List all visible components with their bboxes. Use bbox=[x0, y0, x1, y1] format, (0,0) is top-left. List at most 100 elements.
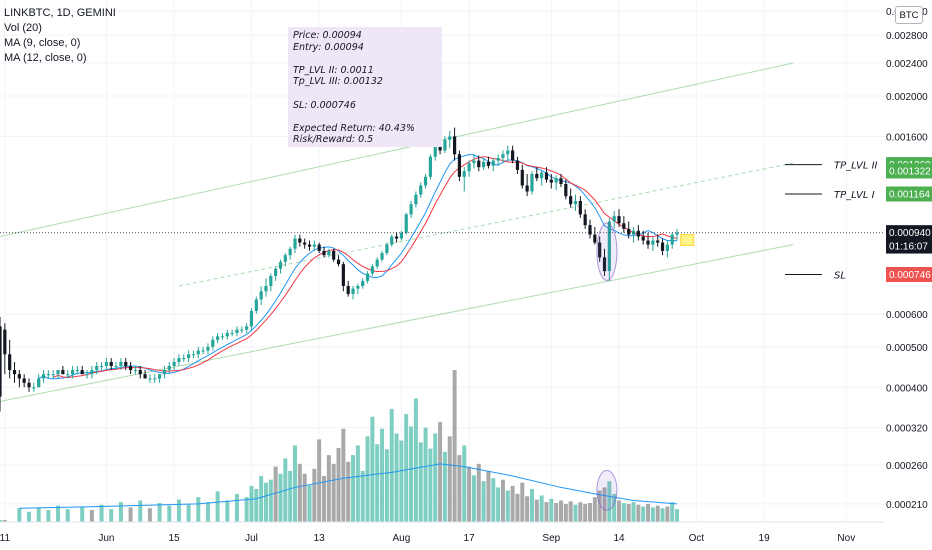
volume-bar bbox=[607, 481, 612, 522]
candle-body bbox=[423, 176, 428, 186]
candle-body bbox=[235, 329, 239, 333]
candle-body bbox=[525, 185, 529, 192]
x-tick-label: 13 bbox=[314, 533, 326, 544]
price-tag-bg bbox=[886, 238, 932, 254]
candle-body bbox=[269, 275, 273, 287]
candle-body bbox=[588, 225, 592, 235]
x-tick-label: Aug bbox=[392, 533, 410, 544]
candle-body bbox=[433, 145, 437, 157]
price-tag-bg bbox=[886, 225, 932, 241]
price-tag-label: 01:16:07 bbox=[889, 242, 928, 253]
volume-bar bbox=[254, 489, 259, 522]
legend-ma9[interactable]: MA (9, close, 0) bbox=[4, 37, 81, 49]
candle-body bbox=[259, 291, 263, 300]
y-tick-label: 0.000400 bbox=[886, 383, 928, 394]
volume-bar bbox=[27, 511, 32, 522]
candle-body bbox=[109, 361, 113, 366]
candle-body bbox=[317, 244, 321, 251]
candle-body bbox=[61, 370, 65, 375]
candle-body bbox=[486, 161, 491, 166]
volume-bar bbox=[196, 497, 201, 522]
volume-bar bbox=[312, 468, 317, 522]
candle-body bbox=[249, 310, 254, 327]
volume-bar bbox=[317, 439, 322, 522]
price-tag-label: 0.000746 bbox=[889, 270, 931, 281]
volume-bar bbox=[0, 520, 2, 522]
candle-body bbox=[245, 326, 249, 330]
candle-body bbox=[457, 154, 462, 177]
candle-body bbox=[196, 350, 200, 355]
volume-bar bbox=[423, 427, 428, 522]
legend-vol[interactable]: Vol (20) bbox=[4, 22, 42, 34]
candle-body bbox=[172, 361, 176, 366]
candle-body bbox=[472, 160, 476, 164]
volume-bar bbox=[500, 479, 505, 522]
x-tick-label: 11 bbox=[0, 533, 10, 544]
candle-body bbox=[201, 350, 205, 352]
note-expected: Expected Return: 40.43% bbox=[293, 122, 415, 134]
volume-bar bbox=[612, 493, 617, 522]
candle-body bbox=[559, 178, 563, 185]
volume-bar bbox=[205, 502, 210, 522]
trade-note[interactable]: Price: 0.00094 Entry: 0.00094 TP_LVL II:… bbox=[288, 27, 442, 147]
volume-bar bbox=[544, 502, 549, 522]
volume-bar bbox=[399, 440, 404, 522]
volume-bar bbox=[481, 481, 486, 522]
volume-bar bbox=[525, 496, 530, 522]
volume-bar bbox=[80, 506, 85, 522]
candle-body bbox=[549, 179, 553, 183]
volume-bar bbox=[588, 503, 592, 522]
volume-bar bbox=[409, 426, 414, 522]
volume-bar bbox=[389, 408, 394, 522]
price-tag-bg bbox=[886, 163, 932, 179]
candle-body bbox=[41, 374, 46, 379]
volume-bar bbox=[167, 505, 172, 522]
legend-symbol[interactable]: LINKBTC, 1D, GEMINI bbox=[4, 7, 116, 19]
volume-bar bbox=[138, 500, 143, 522]
candle-body bbox=[670, 234, 674, 245]
candle-body bbox=[206, 346, 210, 351]
volume-bar bbox=[302, 473, 307, 522]
moving-averages bbox=[38, 153, 678, 380]
entry-marker bbox=[680, 234, 695, 247]
legend-ma12[interactable]: MA (12, close, 0) bbox=[4, 52, 87, 64]
candle-body bbox=[114, 365, 118, 367]
candle-body bbox=[341, 264, 345, 287]
highlight-ellipse bbox=[596, 222, 618, 281]
volume-bar bbox=[326, 455, 331, 522]
y-tick-label: 0.000260 bbox=[886, 461, 928, 472]
candle-body bbox=[312, 244, 316, 247]
candles bbox=[0, 127, 679, 412]
candle-body bbox=[70, 370, 75, 375]
volume-bar bbox=[297, 463, 302, 522]
candle-body bbox=[598, 242, 602, 258]
volume-bar bbox=[597, 490, 602, 522]
candle-body bbox=[564, 184, 568, 197]
note-tp3: Tp_LVL III: 0.00132 bbox=[293, 76, 383, 88]
candle-body bbox=[409, 204, 413, 215]
currency-button[interactable]: BTC bbox=[895, 6, 923, 24]
x-tick-label: Sep bbox=[542, 533, 560, 544]
volume-bar bbox=[520, 482, 525, 522]
candle-body bbox=[119, 361, 123, 366]
volume-bar bbox=[467, 466, 472, 522]
candle-body bbox=[448, 136, 452, 140]
volume-bar bbox=[433, 433, 438, 522]
volume-bar bbox=[442, 451, 447, 522]
candle-body bbox=[162, 370, 167, 375]
volume-bar bbox=[157, 503, 162, 522]
candle-body bbox=[438, 145, 442, 151]
candle-body bbox=[336, 259, 341, 265]
volume-bar bbox=[307, 485, 312, 522]
candle-body bbox=[361, 280, 365, 287]
volume-bar bbox=[36, 507, 41, 522]
candle-body bbox=[51, 374, 55, 376]
price-tag-label: 0.001164 bbox=[889, 189, 930, 200]
volume-bar bbox=[46, 510, 51, 522]
candle-body bbox=[332, 250, 336, 260]
candle-body bbox=[467, 163, 471, 172]
candle-body bbox=[128, 365, 133, 371]
candle-body bbox=[177, 358, 181, 362]
y-tick-label: 0.002800 bbox=[886, 31, 928, 42]
